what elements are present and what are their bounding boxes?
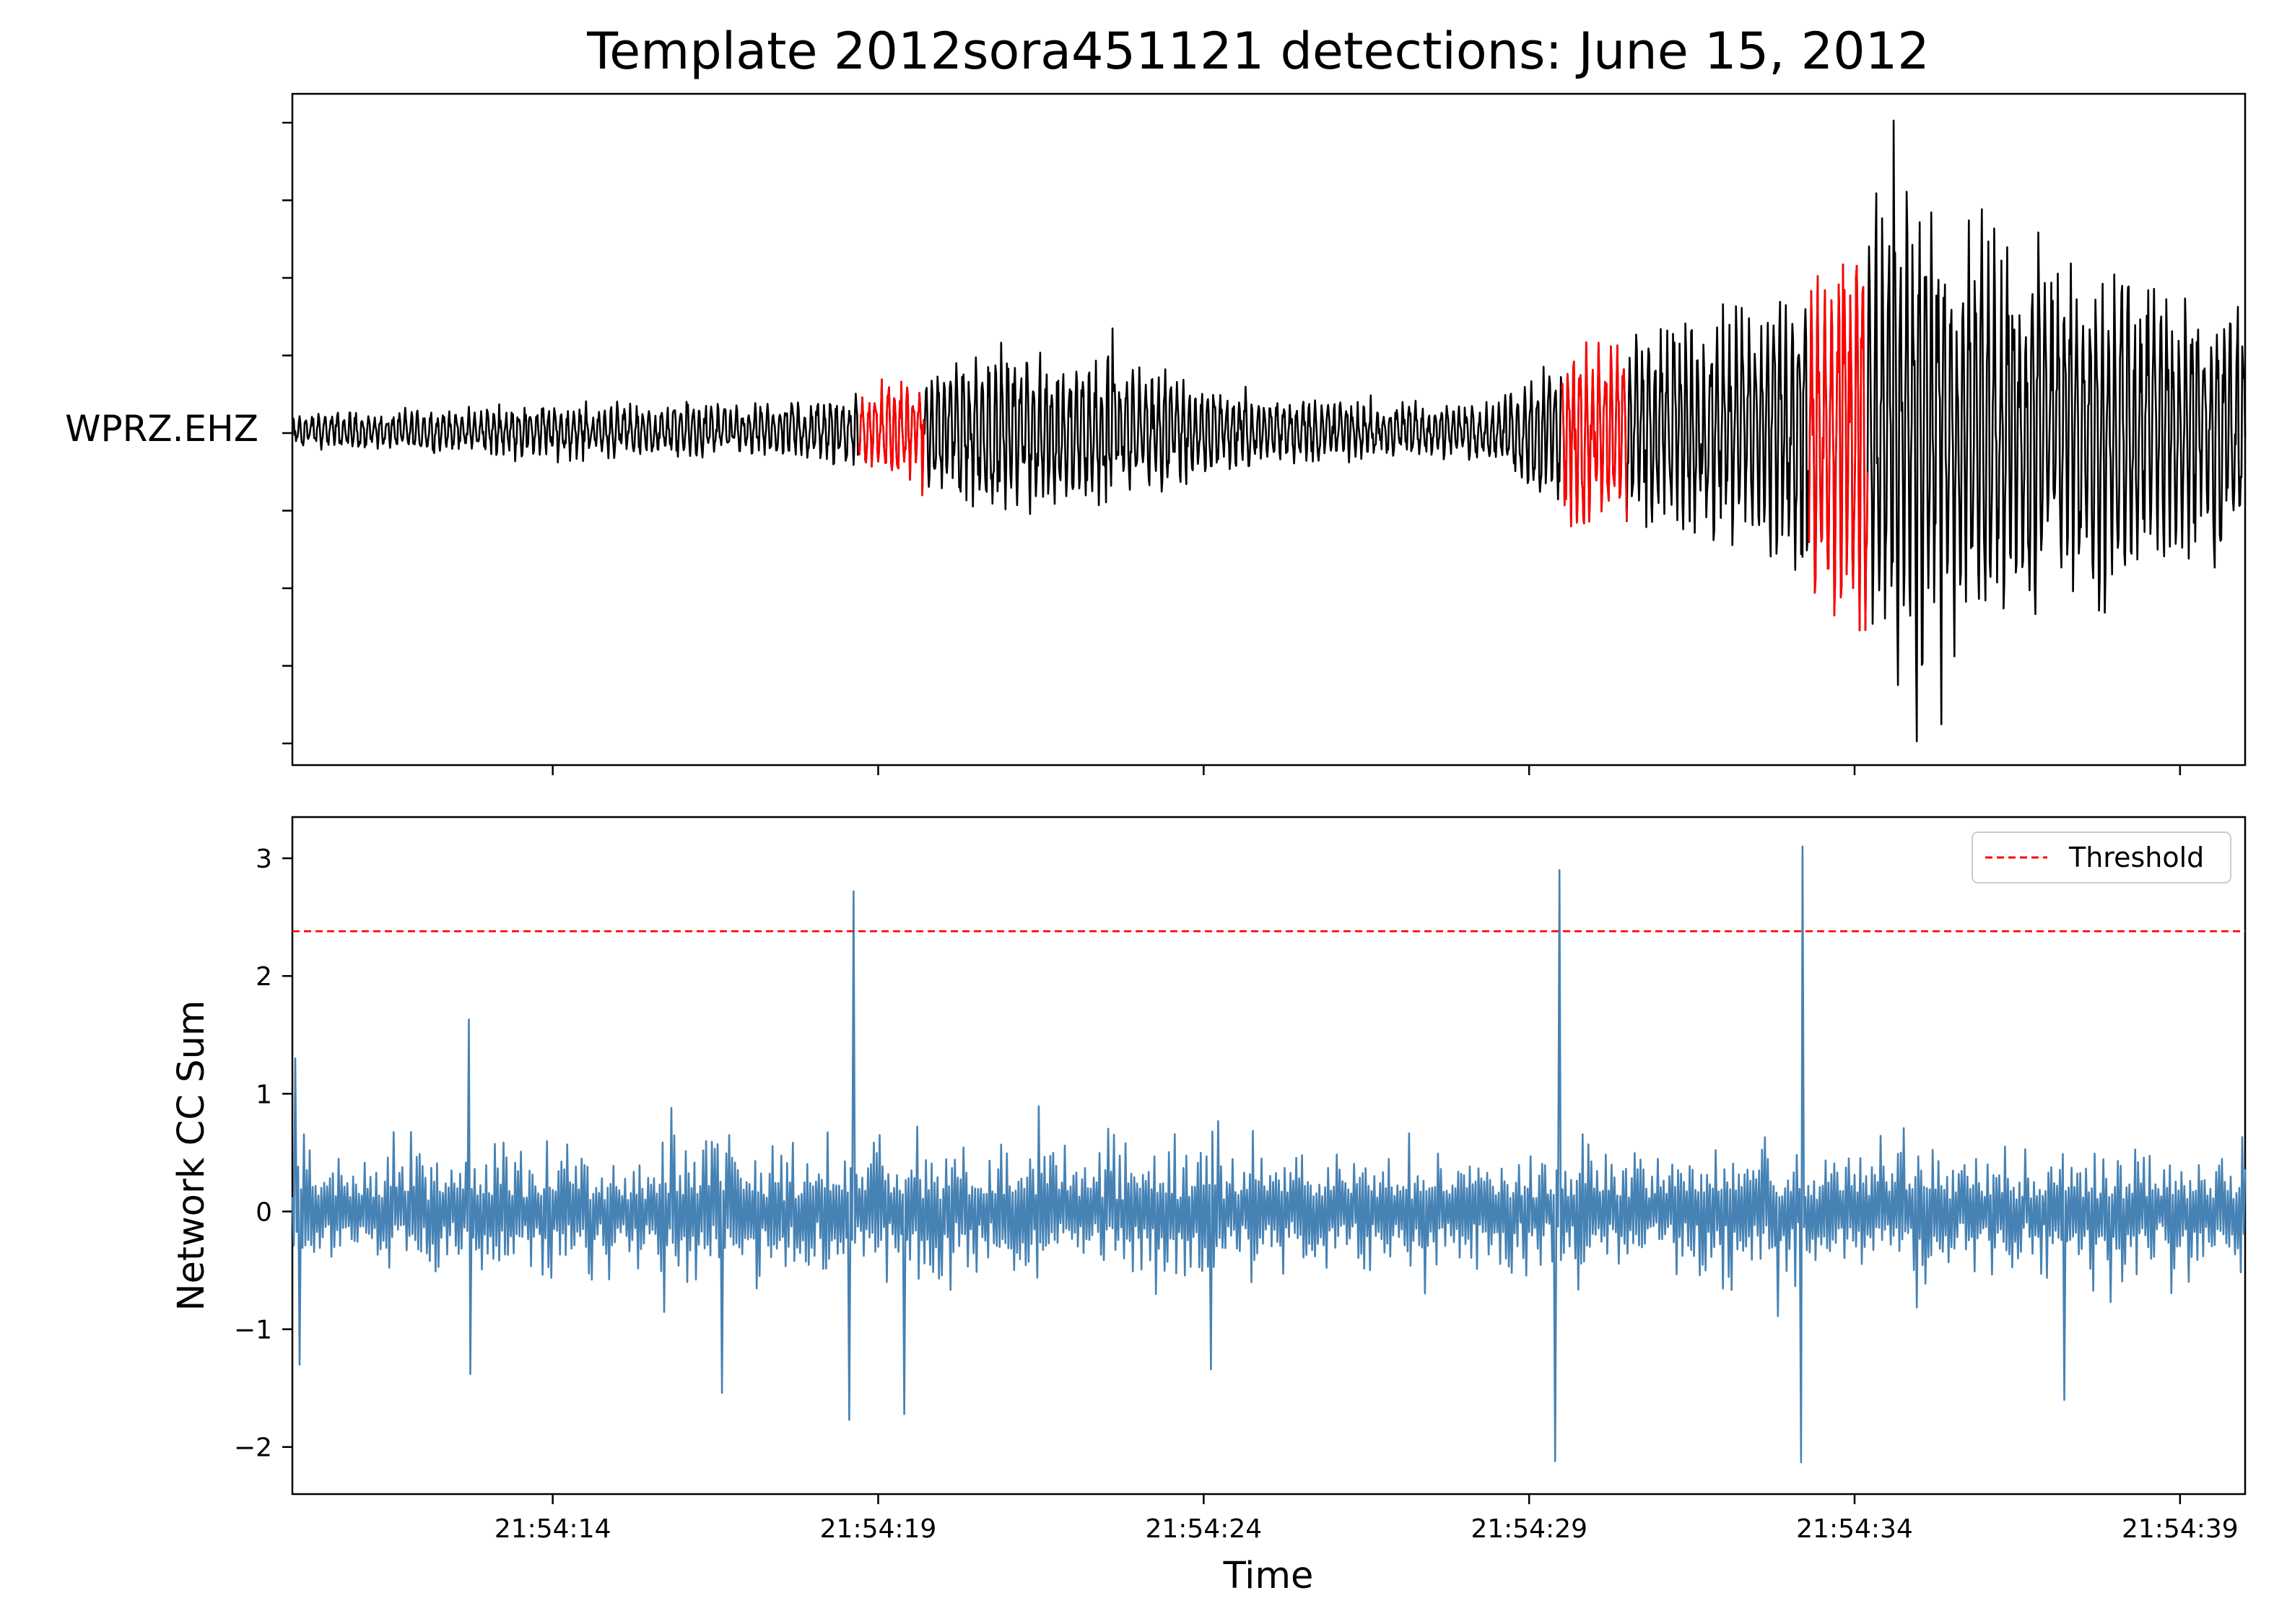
- cc-sum-y-tick-label: −1: [234, 1316, 272, 1345]
- cc-sum-x-ticks: 21:54:14 21:54:19 21:54:24 21:54:29 21:54:34…: [495, 1494, 2239, 1544]
- cc-sum-trace: [291, 845, 2247, 1464]
- cc-sum-axes-frame: [291, 816, 2247, 1496]
- chart-title: Template 2012sora451121 detections: June…: [586, 22, 1930, 81]
- detection-segment: [1561, 341, 1628, 528]
- waveform-traces: [291, 119, 2247, 743]
- cc-sum-x-tick-label: 21:54:29: [1471, 1514, 1587, 1544]
- waveform-trace: [291, 119, 2247, 743]
- station-label: WPRZ.EHZ: [65, 408, 258, 450]
- x-axis-label: Time: [1223, 1555, 1314, 1597]
- detection-segment: [1808, 263, 1869, 632]
- legend: Threshold: [1972, 831, 2231, 883]
- waveform-x-ticks: [552, 765, 2182, 775]
- cc-sum-x-tick-label: 21:54:14: [495, 1514, 611, 1544]
- waveform-panel: WPRZ.EHZ: [65, 92, 2247, 775]
- cc-sum-x-tick-label: 21:54:19: [820, 1514, 937, 1544]
- cc-sum-y-tick-label: 3: [256, 844, 272, 874]
- cc-sum-y-tick-label: −2: [234, 1433, 272, 1463]
- cc-sum-traces: [291, 845, 2247, 1464]
- legend-threshold-label: Threshold: [2068, 842, 2204, 873]
- cc-sum-x-tick-label: 21:54:39: [2122, 1514, 2239, 1544]
- cc-sum-y-tick-label: 0: [256, 1197, 272, 1227]
- cc-sum-panel: 3 2 1 0 −1 −2 21:54:14 21:54:19 21:54:24 21:54:2…: [170, 816, 2247, 1597]
- cc-sum-y-tick-label: 2: [256, 962, 272, 992]
- y-axis-label: Network CC Sum: [170, 1000, 213, 1311]
- legend-box: [1972, 831, 2231, 883]
- cc-sum-x-tick-label: 21:54:34: [1796, 1514, 1913, 1544]
- cc-sum-y-ticks: 3 2 1 0 −1 −2: [234, 844, 292, 1463]
- cc-sum-y-tick-label: 1: [256, 1080, 272, 1109]
- waveform-y-ticks: [282, 121, 292, 745]
- cc-sum-x-tick-label: 21:54:24: [1145, 1514, 1262, 1544]
- detection-segment: [858, 378, 925, 497]
